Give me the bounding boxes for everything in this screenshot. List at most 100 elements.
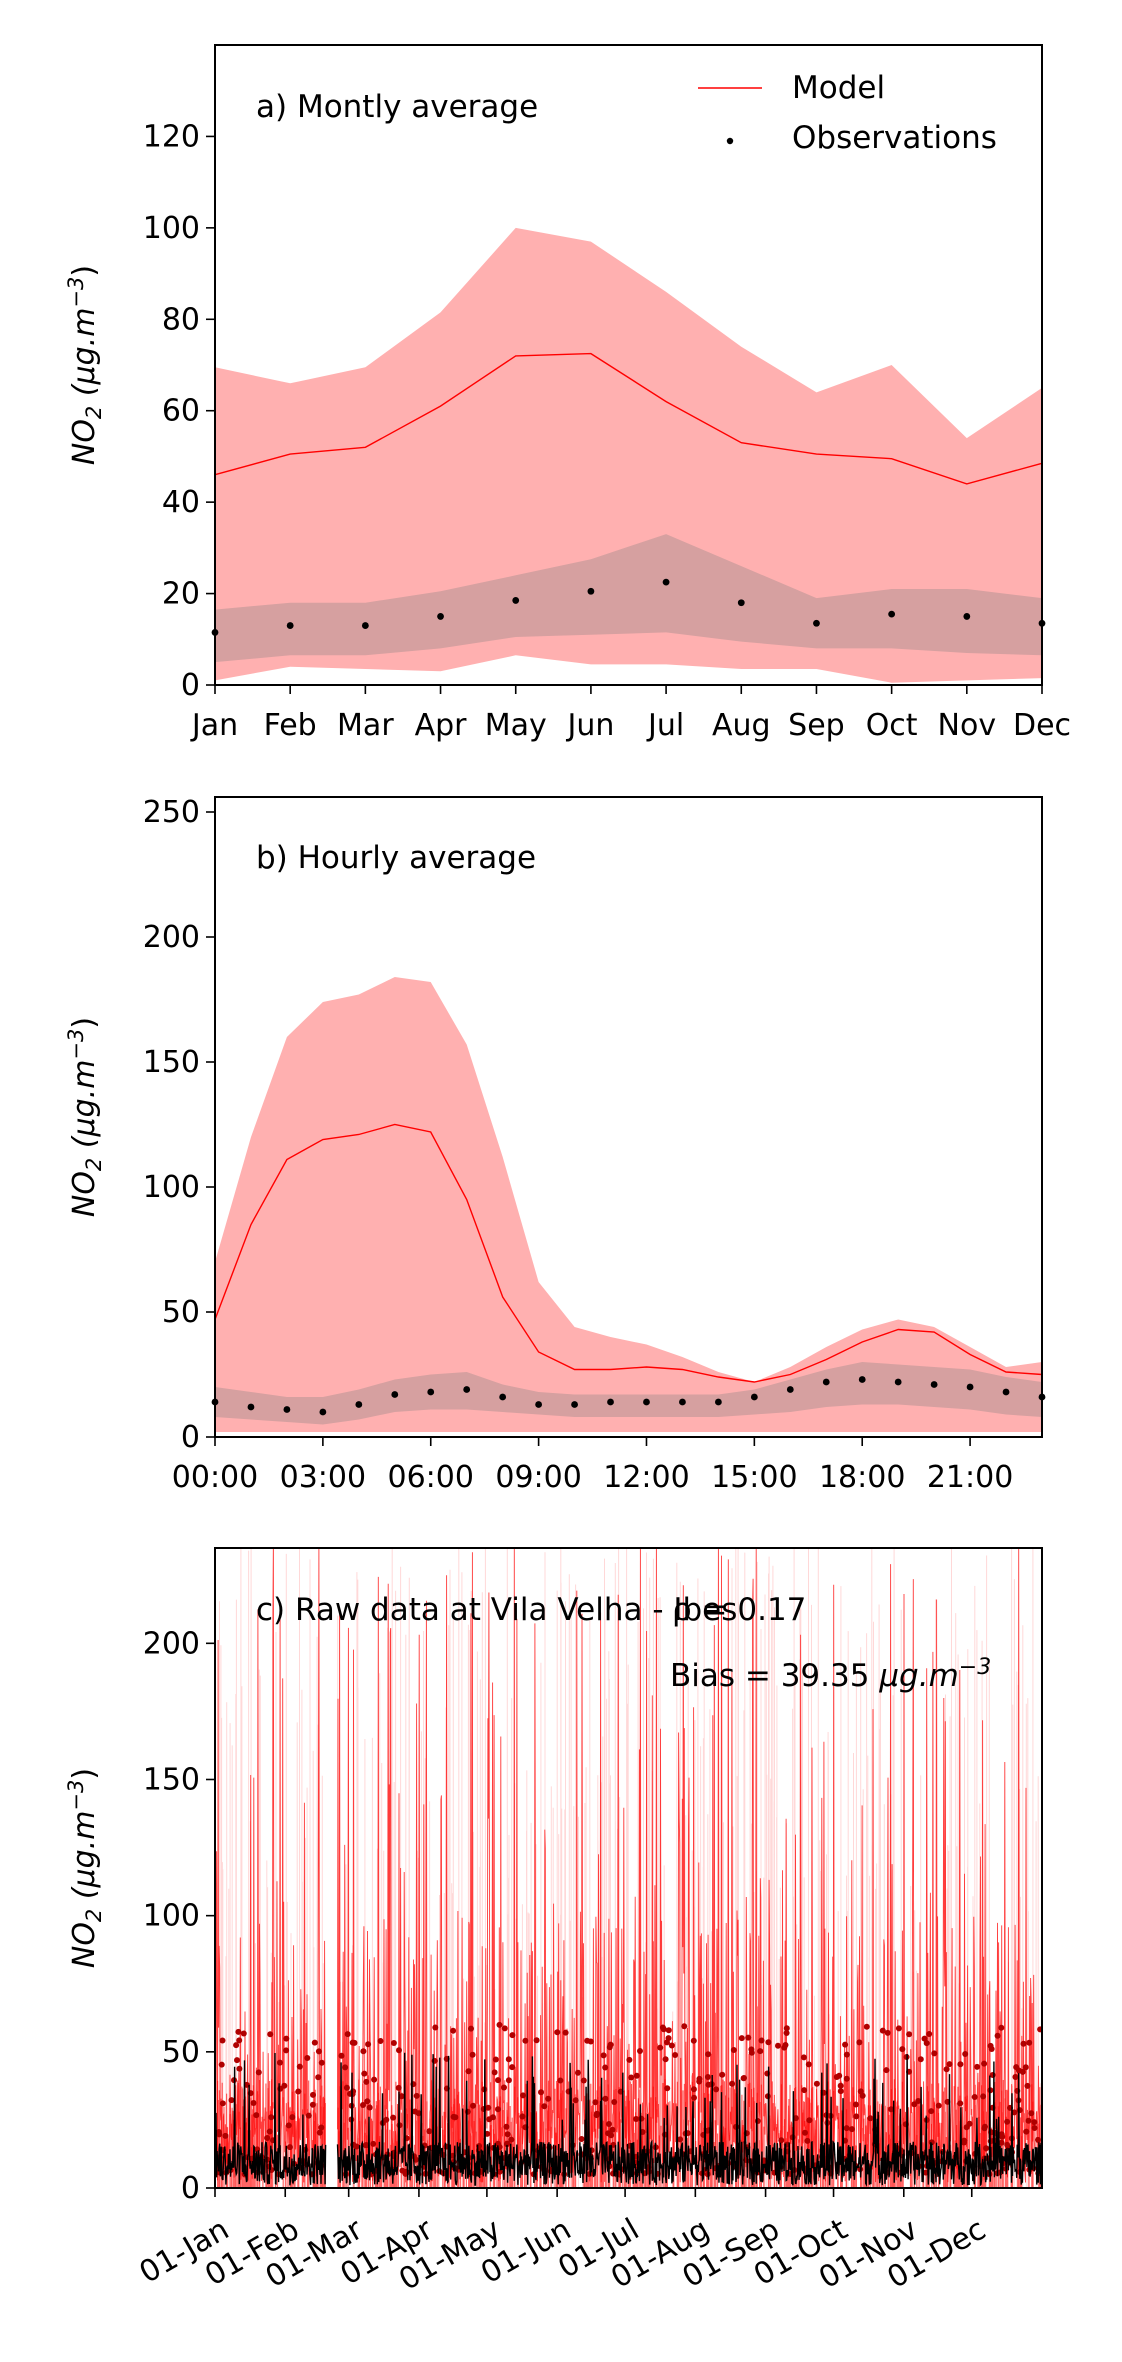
ylabel-sub: 2 [82,1158,106,1171]
model-raw-point [705,2051,712,2058]
y-axis-label-raw: NO2 (μg.m−3) [64,1768,106,1968]
model-raw-point [432,2024,439,2031]
observation-point [587,587,595,595]
model-raw-point [545,2095,552,2102]
monthly-ytick-label-120: 120 [143,119,200,154]
model-raw-point [426,2128,433,2135]
model-raw-point [998,2024,1005,2031]
model-raw-point [365,2041,372,2048]
model-range-band [215,227,1042,683]
ylabel-exp: −3 [64,1780,88,1811]
model-raw-point [1035,2136,1041,2143]
model-raw-point [705,2081,712,2088]
model-raw-point [745,2034,752,2041]
observation-point [355,1401,363,1408]
model-raw-point [541,2103,548,2110]
model-raw-point [371,2076,378,2083]
model-raw-point [633,2116,640,2122]
model-raw-point [1026,2039,1033,2046]
model-raw-point [923,2040,930,2047]
model-raw-point [342,2064,349,2071]
model-raw-point [884,2029,891,2036]
model-raw-point [806,2117,813,2124]
model-raw-point [1022,2064,1029,2071]
model-raw-point [917,2056,924,2063]
model-raw-point [800,2054,807,2061]
monthly-xtick-label: Sep [788,708,845,743]
model-raw-point [665,2027,672,2034]
model-raw-point [888,2106,895,2113]
model-raw-point [316,2129,323,2136]
model-raw-point [520,2092,526,2099]
model-raw-point [665,2035,672,2042]
model-raw-point [1012,2074,1019,2080]
model-raw-point [505,2056,512,2063]
model-raw-point [664,2085,671,2092]
model-raw-point [1023,2128,1030,2135]
observation-point [1002,1388,1010,1396]
observation-point [427,1388,435,1396]
model-raw-point [240,2030,247,2037]
model-raw-point [501,2025,508,2032]
model-raw-point [289,2114,296,2121]
model-raw-point [757,2048,764,2055]
model-raw-point [222,2132,229,2139]
model-raw-point [228,2097,235,2104]
model-raw-point [412,2108,418,2115]
monthly-xtick-label: Apr [415,708,468,743]
model-raw-point [285,2122,292,2129]
bias-exp: −3 [959,1655,991,1680]
observation-point [535,1401,543,1408]
model-raw-point [998,2139,1005,2146]
model-raw-point [1024,2082,1031,2089]
model-raw-point [681,2023,688,2030]
monthly-ytick-label-40: 40 [162,485,200,520]
observation-point [499,1393,507,1401]
model-raw-point [602,2064,609,2071]
model-raw-point [267,2031,274,2038]
model-raw-point [690,2086,697,2093]
model-raw-point [733,2123,739,2130]
model-raw-point [501,2084,507,2091]
raw-ytick-label-100: 100 [143,1899,200,1934]
model-raw-point [562,2029,569,2036]
y-axis-label-hourly: NO2 (μg.m−3) [64,1017,106,1217]
hourly-ytick-label-200: 200 [143,920,200,955]
model-raw-point [783,2025,790,2032]
observation-point [463,1386,471,1393]
raw-ytick-label-150: 150 [143,1762,200,1797]
observation-point [858,1376,866,1383]
model-raw-point [961,2139,968,2146]
axes-frame-monthly [214,44,1043,686]
model-raw-point [295,2088,302,2095]
hourly-ytick-label-50: 50 [162,1295,200,1330]
hourly-xtick-label: 21:00 [927,1460,1013,1495]
model-raw-point [863,2023,870,2030]
model-raw-point [219,2037,226,2044]
raw-ytick-label-200: 200 [143,1626,200,1661]
model-raw-point [234,2057,240,2064]
observation-point [643,1398,650,1406]
legend-observations-swatch [726,137,734,145]
hourly-ytick-label-100: 100 [143,1170,200,1205]
model-raw-point [605,2121,612,2127]
model-raw-point [218,2061,225,2068]
model-raw-point [509,2064,516,2071]
model-raw-point [338,2052,345,2059]
model-raw-point [607,2041,614,2048]
monthly-xtick-label: Aug [712,708,771,743]
model-raw-point [216,2131,223,2138]
model-raw-point [856,2039,863,2046]
model-raw-point [837,2082,844,2089]
y-axis-label-monthly: NO2 (μg.m−3) [64,265,106,465]
monthly-xtick-label: Jan [190,708,238,743]
model-raw-point [572,2097,579,2104]
model-mean-line [214,1123,1043,1383]
model-raw-point [436,2168,443,2175]
model-raw-point [852,2101,859,2108]
model-raw-point [469,2051,476,2058]
model-raw-point [593,2112,600,2119]
model-raw-point [305,2112,312,2119]
model-raw-point [485,2104,492,2111]
